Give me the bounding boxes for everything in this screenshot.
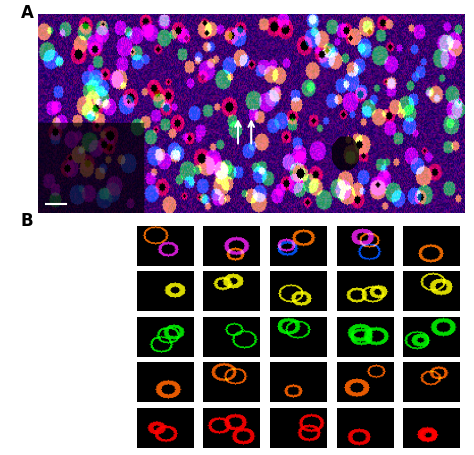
Text: B: B: [21, 212, 34, 230]
Text: CD45LcA: CD45LcA: [79, 423, 123, 433]
Text: 4-plex: 4-plex: [93, 241, 123, 251]
Text: A: A: [21, 4, 34, 22]
Text: CD45RO: CD45RO: [82, 286, 123, 296]
Text: CD8: CD8: [103, 332, 123, 342]
Text: CD3: CD3: [103, 377, 123, 387]
